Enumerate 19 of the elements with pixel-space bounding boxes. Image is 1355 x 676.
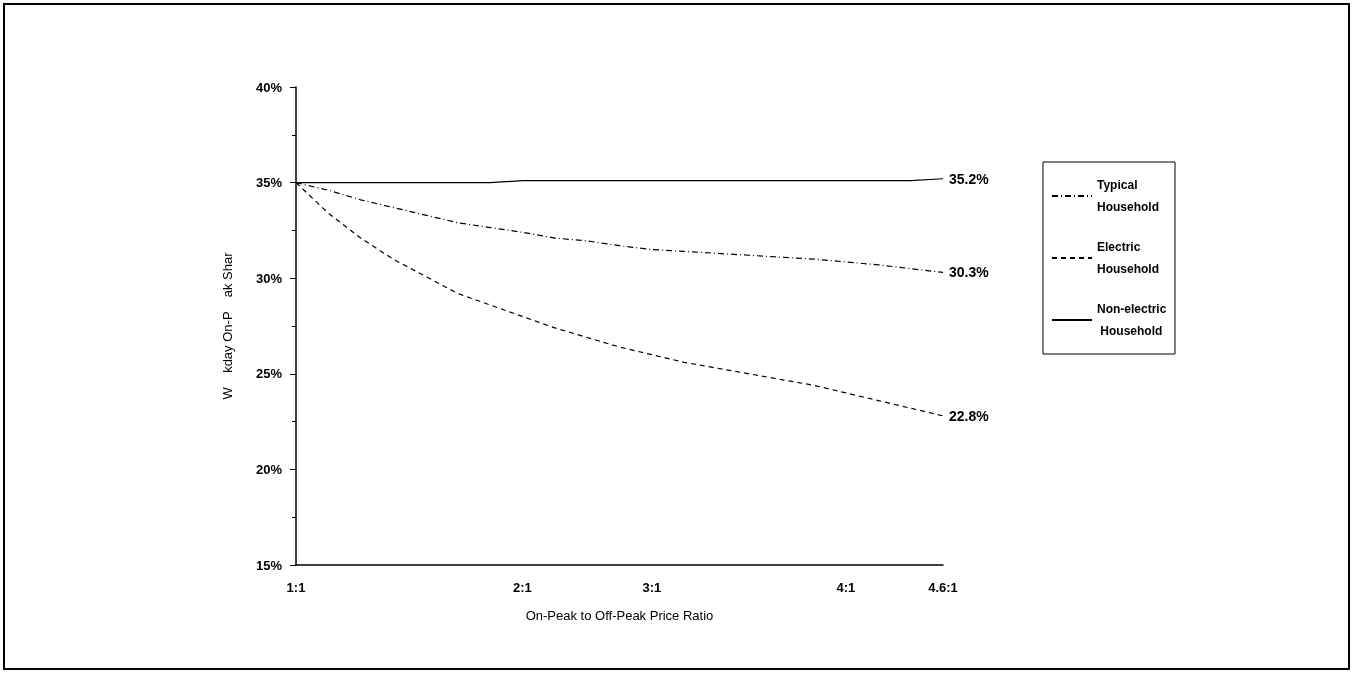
y-tick-label: 40% <box>255 79 283 95</box>
data-label: 30.3% <box>949 264 990 281</box>
y-axis-title: W kday On-P ak Shar <box>220 251 235 400</box>
data-label: 22.8% <box>949 407 990 424</box>
x-tick-label: 3:1 <box>642 580 662 595</box>
x-tick-label: 4:1 <box>836 580 856 595</box>
y-tick-label: 25% <box>255 366 283 382</box>
legend-label: Non-electric Household <box>1097 302 1167 338</box>
x-tick-label: 1:1 <box>286 580 306 595</box>
x-tick-label: 2:1 <box>513 580 532 595</box>
y-tick-label: 30% <box>255 270 283 286</box>
y-tick-label: 15% <box>255 557 283 573</box>
x-axis-title: On-Peak to Off-Peak Price Ratio <box>525 608 714 623</box>
legend-label: Typical Household <box>1097 178 1159 214</box>
legend-label: Electric Household <box>1097 240 1159 276</box>
y-tick-label: 20% <box>255 461 283 477</box>
data-label: 35.2% <box>949 170 990 187</box>
y-tick-label: 35% <box>255 175 283 191</box>
x-tick-label: 4.6:1 <box>928 580 958 595</box>
